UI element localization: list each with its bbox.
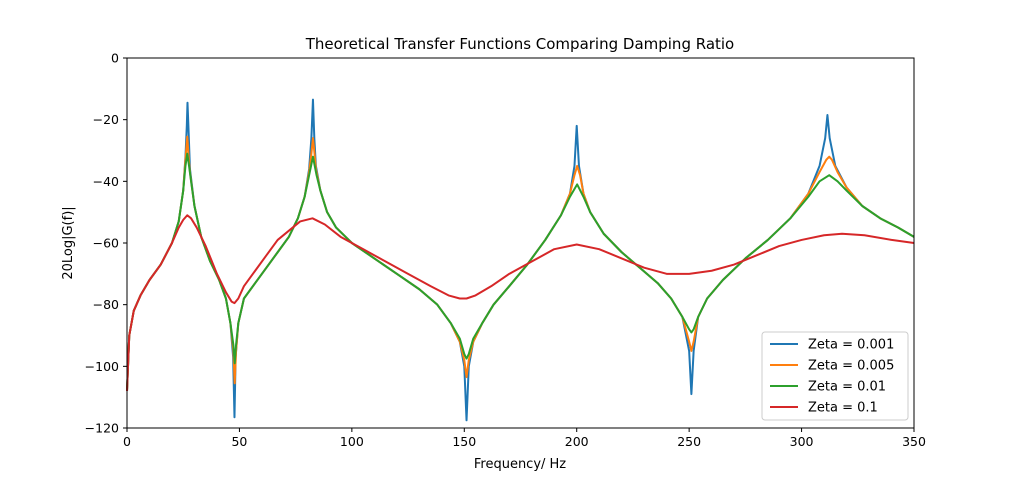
legend: Zeta = 0.001 Zeta = 0.005 Zeta = 0.01 Zeta … (761, 331, 909, 421)
y-tick-label: −80 (93, 297, 119, 312)
series-lines (126, 98, 915, 422)
x-tick-label: 250 (677, 434, 701, 449)
y-tick-label: −60 (93, 236, 119, 251)
x-tick-label: 350 (902, 434, 926, 449)
legend-box (761, 331, 909, 421)
y-axis-ticks: 0 −20 −40 −60 −80 −100 −120 (85, 51, 127, 436)
x-tick-label: 300 (790, 434, 814, 449)
y-axis-label: 20Log|G(f)| (61, 206, 76, 279)
legend-label-3: Zeta = 0.01 (808, 380, 886, 395)
y-tick-label: −120 (85, 421, 119, 436)
legend-label-1: Zeta = 0.001 (808, 338, 894, 353)
x-tick-label: 50 (231, 434, 247, 449)
x-axis-label: Frequency/ Hz (474, 457, 566, 472)
y-tick-label: −40 (93, 174, 119, 189)
legend-label-2: Zeta = 0.005 (808, 359, 894, 374)
y-tick-label: −100 (85, 359, 119, 374)
x-tick-label: 100 (340, 434, 364, 449)
x-tick-label: 200 (565, 434, 589, 449)
series-line-3 (126, 152, 915, 392)
series-line-4 (126, 214, 915, 392)
y-tick-label: 0 (111, 51, 119, 66)
chart-title: Theoretical Transfer Functions Comparing… (305, 35, 735, 53)
legend-label-4: Zeta = 0.1 (808, 401, 878, 416)
y-tick-label: −20 (93, 112, 119, 127)
x-tick-label: 0 (123, 434, 131, 449)
x-tick-label: 150 (452, 434, 476, 449)
x-axis-ticks: 0 50 100 150 200 250 300 350 (123, 428, 926, 449)
